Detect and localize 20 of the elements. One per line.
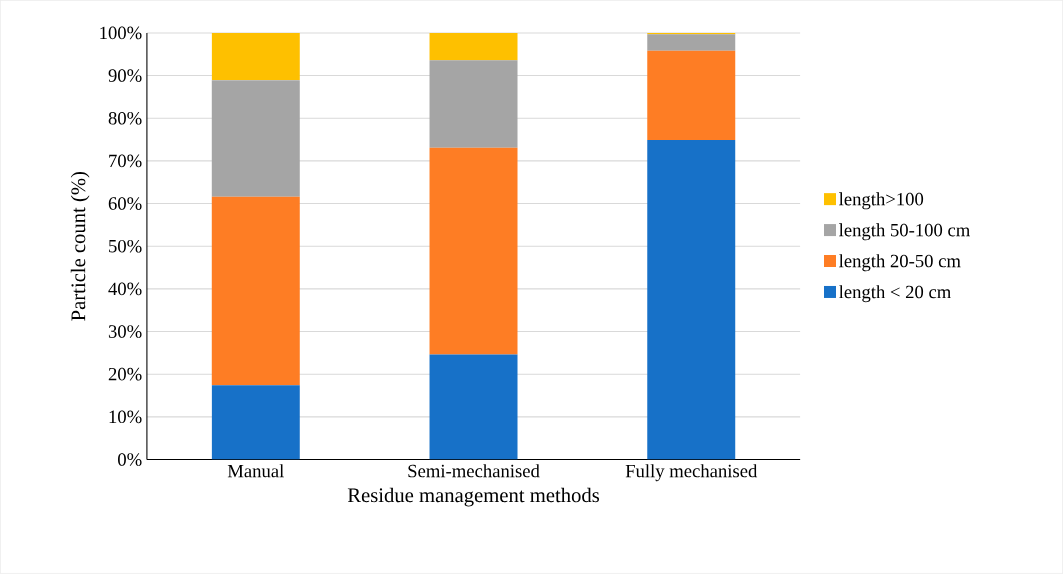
y-tick-label: 30% [108, 325, 142, 338]
y-tick-label: 60% [108, 197, 142, 211]
y-tick-label: 40% [108, 282, 142, 296]
legend-label: length < 20 cm [839, 285, 951, 303]
legend-label: length 20-50 cm [839, 254, 961, 272]
x-tick-label: Semi-mechanised [408, 464, 540, 478]
y-tick-label: 10% [109, 410, 142, 424]
legend-label: length>100 [839, 192, 924, 210]
y-tick-label: 80% [108, 112, 142, 125]
x-tick-label: Fully mechanised [625, 464, 758, 482]
x-axis-title: Residue management methods [347, 487, 600, 507]
y-tick-label: 90% [108, 69, 142, 83]
y-tick-label: 70% [109, 154, 142, 168]
legend-label: length 50-100 cm [839, 223, 971, 241]
y-axis-title: Particle count (%) [70, 172, 90, 321]
x-tick-label: Manual [227, 464, 284, 478]
y-tick-label: 50% [109, 240, 142, 253]
y-tick-label: 100% [100, 26, 142, 40]
y-tick-label: 0% [118, 453, 142, 466]
y-tick-label: 20% [108, 367, 142, 381]
